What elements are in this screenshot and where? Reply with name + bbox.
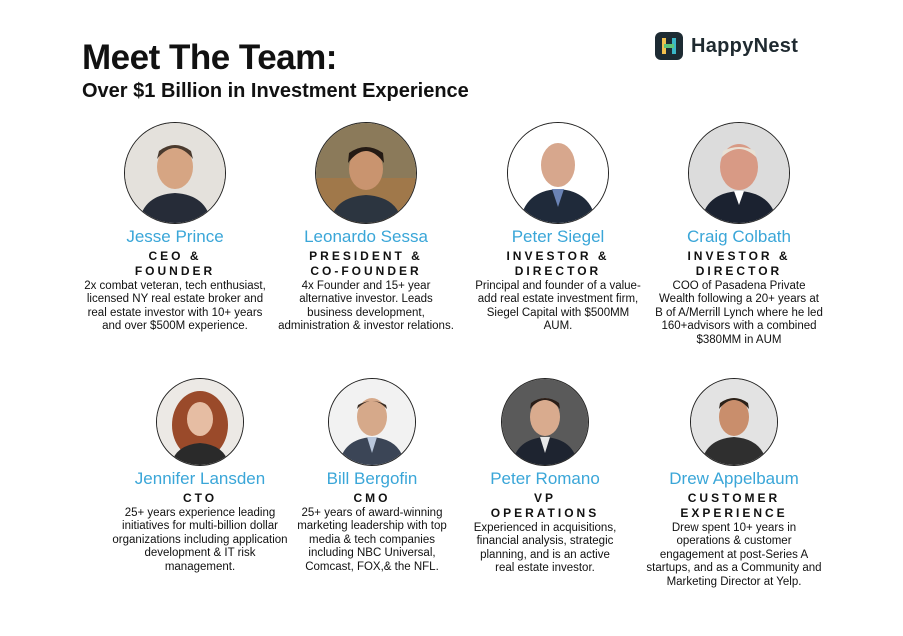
member-name: Jesse Prince [126, 227, 224, 246]
member-role: INVESTOR & DIRECTOR [687, 248, 791, 278]
team-member-card: Jesse Prince CEO & FOUNDER 2x combat vet… [80, 122, 270, 334]
member-role: PRESIDENT & CO-FOUNDER [309, 248, 423, 278]
member-bio: Experienced in acquisitions, financial a… [473, 521, 617, 575]
member-role: CUSTOMER EXPERIENCE [680, 490, 788, 520]
team-member-card: Leonardo Sessa PRESIDENT & CO-FOUNDER 4x… [278, 122, 454, 334]
avatar [315, 122, 417, 224]
member-name: Leonardo Sessa [304, 227, 428, 246]
happynest-logo: HappyNest [655, 32, 798, 60]
team-member-card: Bill Bergofin CMO 25+ years of award-win… [290, 378, 454, 575]
avatar [688, 122, 790, 224]
team-member-card: Drew Appelbaum CUSTOMER EXPERIENCE Drew … [644, 378, 824, 590]
member-role: INVESTOR & DIRECTOR [506, 248, 610, 278]
avatar [124, 122, 226, 224]
member-role: CEO & FOUNDER [134, 248, 216, 278]
member-name: Jennifer Lansden [134, 469, 266, 488]
avatar [507, 122, 609, 224]
member-bio: 4x Founder and 15+ year alternative inve… [278, 279, 454, 333]
member-name: Craig Colbath [687, 227, 791, 246]
member-bio: 2x combat veteran, tech enthusiast, lice… [84, 279, 266, 333]
member-bio: 25+ years of award-winning marketing lea… [297, 506, 447, 573]
avatar [501, 378, 589, 466]
team-member-card: Peter Siegel INVESTOR & DIRECTOR Princip… [472, 122, 644, 334]
member-name: Peter Romano [490, 469, 600, 488]
member-name: Drew Appelbaum [669, 469, 799, 488]
member-role: CMO [353, 490, 391, 505]
member-name: Bill Bergofin [326, 469, 418, 488]
member-role: CTO [182, 490, 218, 505]
member-bio: 25+ years experience leading initiatives… [112, 506, 288, 573]
happynest-logo-icon [655, 32, 683, 60]
member-bio: Principal and founder of a value-add rea… [475, 279, 641, 333]
member-role: VP OPERATIONS [490, 490, 600, 520]
avatar [690, 378, 778, 466]
team-member-card: Craig Colbath INVESTOR & DIRECTOR COO of… [654, 122, 824, 348]
page-subtitle: Over $1 Billion in Investment Experience [82, 80, 469, 102]
team-member-card: Peter Romano VP OPERATIONS Experienced i… [470, 378, 620, 576]
avatar [156, 378, 244, 466]
member-bio: COO of Pasadena Private Wealth following… [655, 279, 823, 346]
member-bio: Drew spent 10+ years in operations & cus… [646, 521, 822, 588]
team-member-card: Jennifer Lansden CTO 25+ years experienc… [110, 378, 290, 575]
member-name: Peter Siegel [511, 227, 605, 246]
page-title: Meet The Team: [82, 38, 337, 77]
brand-name: HappyNest [691, 34, 799, 57]
avatar [328, 378, 416, 466]
